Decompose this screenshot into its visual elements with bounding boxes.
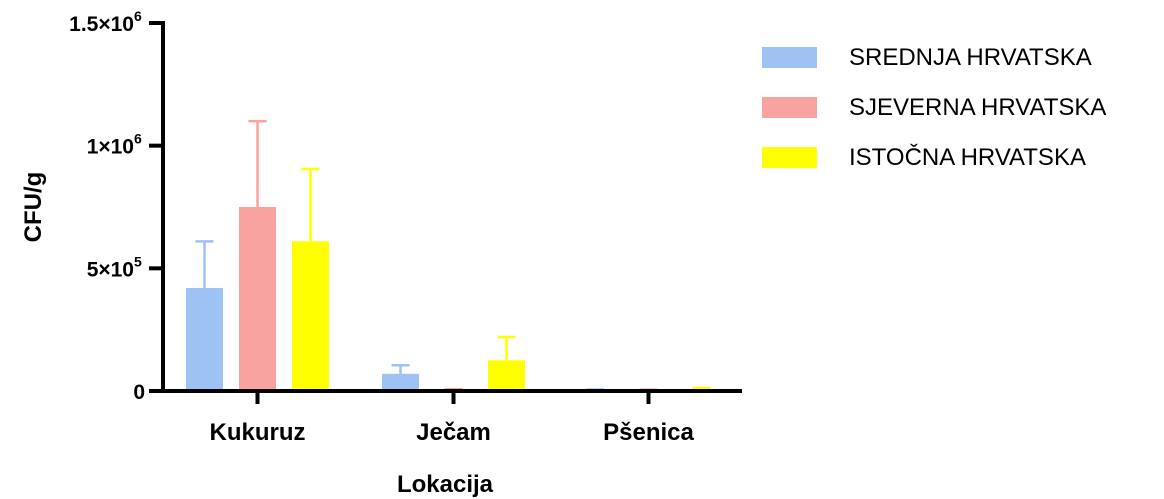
legend-label: SJEVERNA HRVATSKA [849, 94, 1106, 121]
y-tick-exponent: 6 [134, 8, 142, 24]
y-ticks: 05×10 51×10 61.5×10 6 [69, 8, 163, 404]
x-axis-title: Lokacija [397, 471, 494, 498]
bar-3-1 [292, 241, 329, 391]
y-tick-label: 5×10 [87, 258, 134, 281]
legend-swatch [762, 147, 817, 168]
bar-1-1 [186, 287, 223, 391]
y-tick-label: 1×10 [87, 136, 134, 159]
bars-layer [186, 207, 720, 391]
legend: SREDNJA HRVATSKA SJEVERNA HRVATSKA ISTOČNA… [762, 44, 1106, 171]
bar-2-1 [239, 207, 276, 391]
y-axis-title: CFU/g [20, 172, 47, 243]
y-tick-label: 1.5×10 [69, 13, 134, 36]
y-tick-exponent: 5 [134, 253, 142, 269]
y-tick-label: 0 [133, 381, 145, 404]
legend-label: ISTOČNA HRVATSKA [849, 143, 1086, 171]
y-tick-exponent: 6 [134, 131, 142, 147]
bar-3-2 [488, 360, 525, 391]
legend-label: SREDNJA HRVATSKA [849, 44, 1092, 71]
x-ticks: Kukuruz Ječam Pšenica [210, 391, 695, 446]
x-tick-label: Kukuruz [210, 419, 306, 446]
legend-swatch [762, 47, 817, 68]
x-tick-label: Pšenica [603, 419, 694, 446]
x-tick-label: Ječam [416, 419, 491, 446]
bar-1-2 [382, 373, 419, 391]
legend-swatch [762, 97, 817, 118]
